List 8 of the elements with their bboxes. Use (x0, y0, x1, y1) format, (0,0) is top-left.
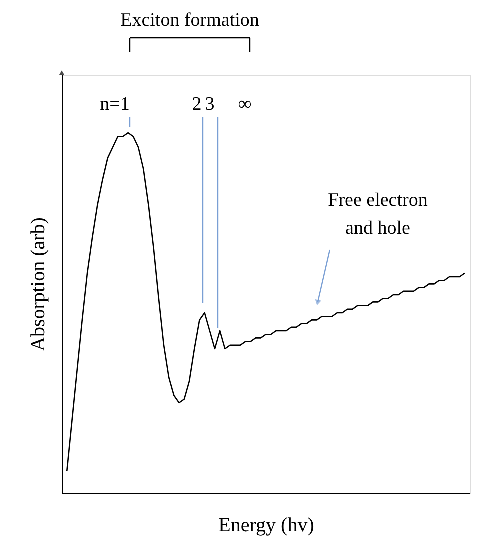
text: 3 (205, 94, 215, 115)
x-axis-title: Energy (hv) (218, 514, 314, 536)
y-axis-title: Absorption (arb) (28, 218, 50, 352)
text: n=1 (100, 94, 130, 115)
text: Exciton formation (120, 10, 260, 31)
text: 2 (192, 94, 202, 115)
annotation: Free electron and hole (328, 190, 428, 239)
text: ∞ (238, 94, 252, 115)
